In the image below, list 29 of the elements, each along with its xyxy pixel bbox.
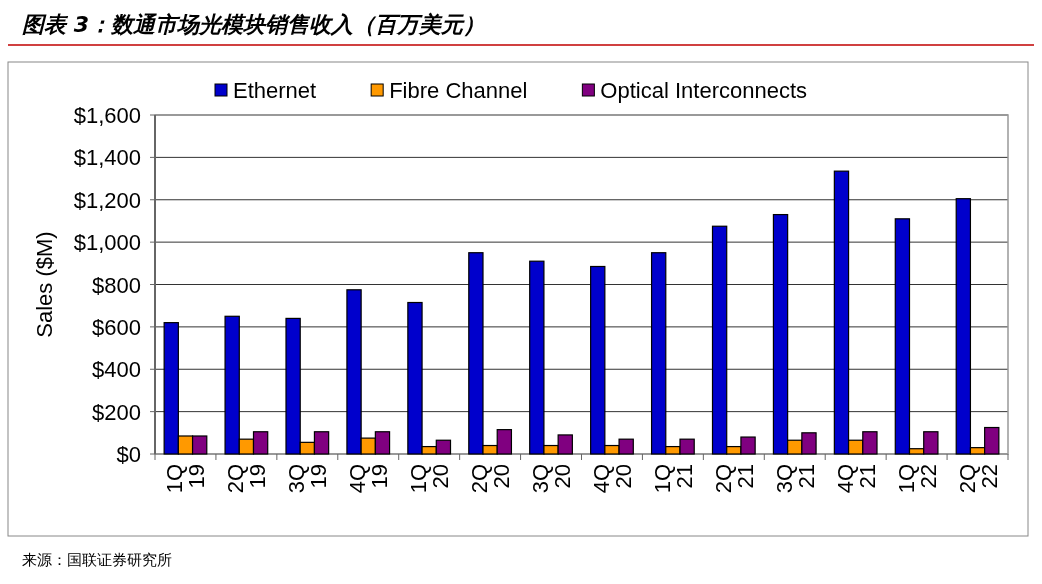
x-tick-label: 1Q 22	[893, 464, 941, 494]
x-tick-label: 1Q 21	[649, 464, 697, 494]
y-axis-title: Sales ($M)	[32, 231, 57, 338]
chart-title: 图表 3：数通市场光模块销售收入（百万美元）	[22, 12, 485, 37]
x-tick-label: 1Q 20	[406, 464, 454, 494]
y-tick-label: $600	[92, 314, 141, 340]
legend-label: Fibre Channel	[389, 78, 528, 103]
x-tick-label: 2Q 22	[954, 464, 1002, 494]
y-tick-label: $1,600	[73, 103, 141, 128]
x-tick-label: 4Q 20	[588, 464, 636, 494]
x-tick-label: 3Q 20	[528, 464, 576, 494]
x-tick-label: 2Q 21	[710, 464, 758, 494]
x-tick-label: 3Q 19	[284, 464, 332, 494]
y-tick-label: $200	[92, 399, 141, 425]
x-tick-label: 1Q 19	[162, 464, 210, 494]
y-tick-label: $1,400	[73, 145, 141, 171]
y-tick-label: $0	[116, 442, 141, 467]
legend-label: Ethernet	[233, 78, 317, 103]
y-tick-label: $1,200	[73, 187, 141, 213]
legend-label: Optical Interconnects	[600, 78, 808, 103]
x-tick-label: 3Q 21	[771, 464, 819, 494]
y-tick-label: $1,000	[73, 230, 141, 256]
source-note: 来源：国联证券研究所	[22, 551, 172, 569]
x-tick-label: 2Q 19	[223, 464, 271, 494]
y-tick-label: $800	[92, 272, 141, 298]
y-tick-label: $400	[92, 357, 141, 383]
x-tick-label: 2Q 20	[467, 464, 515, 494]
x-tick-label: 4Q 19	[345, 464, 393, 494]
x-tick-label: 4Q 21	[832, 464, 880, 494]
